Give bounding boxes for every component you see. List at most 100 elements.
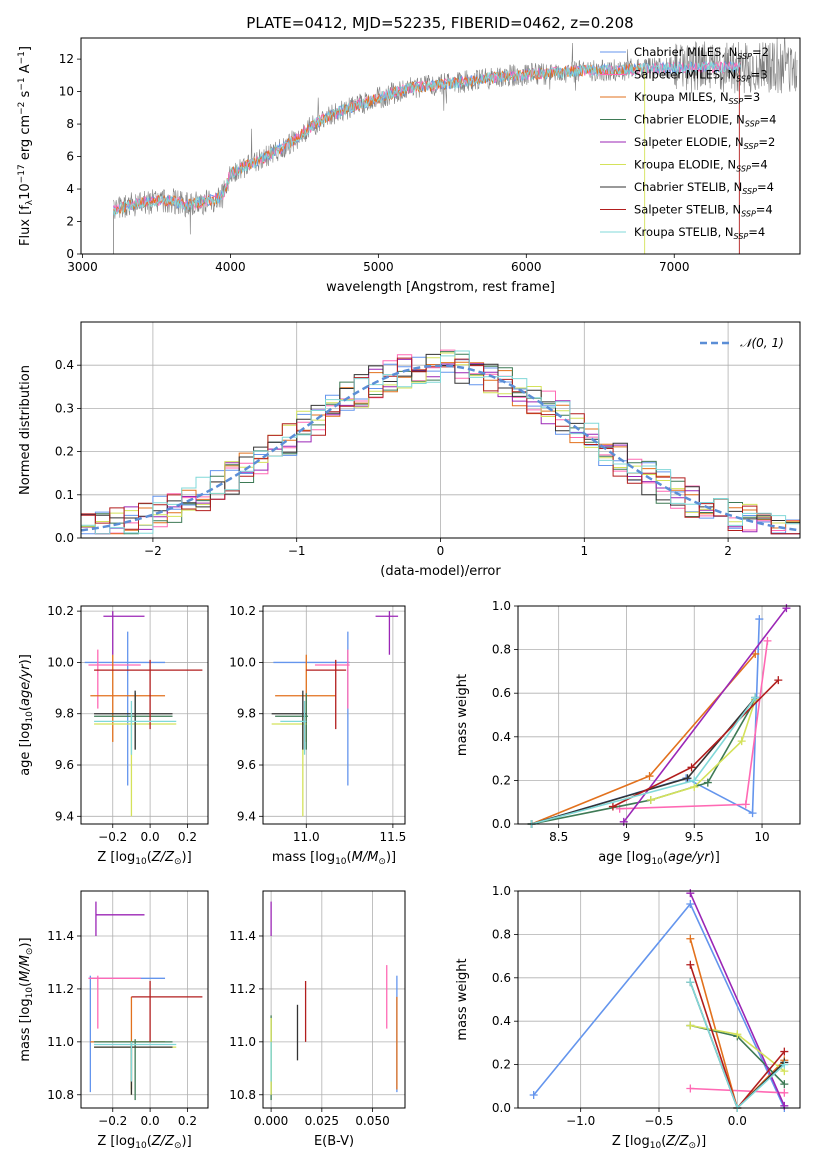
y-tick-label: 10.8: [47, 1088, 74, 1102]
x-tick-label: 4000: [215, 260, 246, 274]
x-tick-label: 0.0: [141, 1114, 160, 1128]
legend-entry: Chabrier STELIB, NSSP=4: [634, 180, 774, 196]
weight-marker: [763, 636, 772, 645]
histogram-series: [81, 350, 800, 535]
y-tick-label: 10.2: [229, 604, 256, 618]
weight-marker: [686, 1021, 695, 1030]
label-part: ]: [18, 46, 33, 51]
x-tick-label: −0.2: [98, 1114, 127, 1128]
spectrum-axes: 3000 4000 5000 6000 7000 0 2 4 6 8 10 12: [59, 52, 690, 274]
weight-marker: [741, 800, 750, 809]
label-part: )]: [18, 654, 33, 664]
y-tick-label: 0.0: [492, 1101, 511, 1115]
label-part: Kroupa ELODIE, N: [634, 158, 736, 172]
mass-vs-ebv-axes: 0.000 0.025 0.050 10.8 11.0 11.2 11.4: [229, 891, 405, 1128]
legend-entry: Salpeter ELODIE, NSSP=2: [634, 135, 775, 151]
label-part: −17: [17, 164, 27, 183]
weight-marker: [780, 1047, 789, 1056]
label-part: =3: [743, 90, 760, 104]
y-tick-label: 11.4: [229, 929, 256, 943]
label-part: =4: [760, 113, 777, 127]
label-part: age/yr: [668, 850, 711, 865]
x-tick-label: 2: [724, 544, 732, 558]
residuals-frame: [80, 321, 801, 539]
mass-vs-z-ylabel: mass [log10(M/M⊙)]: [18, 937, 35, 1061]
residuals-ylabel: Normed distribution: [18, 365, 33, 495]
weight-marker: [686, 960, 695, 969]
label-part: (: [663, 850, 668, 865]
errorbar-point: [131, 980, 203, 1042]
label-part: Flux [f: [18, 205, 33, 246]
x-tick-label: −1: [288, 544, 306, 558]
errorbar-point: [280, 700, 307, 755]
weight-marker: [751, 693, 760, 702]
label-part: M/M: [352, 850, 379, 865]
age-vs-z-frame: [80, 605, 209, 825]
x-tick-label: −1.0: [566, 1114, 595, 1128]
y-tick-label: 1.0: [492, 884, 511, 898]
weight-line: [690, 1087, 785, 1094]
label-part: 10: [25, 987, 35, 999]
weight-marker: [646, 796, 655, 805]
label-part: =2: [758, 135, 775, 149]
y-tick-label: 12: [59, 52, 74, 66]
label-part: 10: [25, 711, 35, 723]
y-tick-label: 11.2: [229, 982, 256, 996]
weight-marker: [748, 809, 757, 818]
y-tick-label: 2: [66, 215, 74, 229]
y-tick-label: 0.1: [55, 488, 74, 502]
label-part: ⊙: [174, 1141, 182, 1151]
spectrum-frame: [80, 37, 801, 255]
weight-vs-z-ylabel: mass weight: [455, 958, 470, 1040]
label-part: Z [log: [97, 850, 135, 865]
label-part: mass [log: [18, 998, 33, 1061]
x-tick-label: 10: [754, 830, 769, 844]
label-part: Kroupa MILES, N: [634, 90, 729, 104]
errorbar-point: [375, 611, 399, 655]
label-part: )]: [710, 850, 720, 865]
label-part: SSP: [736, 165, 751, 174]
weight-marker: [686, 978, 695, 987]
x-tick-label: −0.5: [644, 1114, 673, 1128]
x-tick-label: 0.050: [355, 1114, 389, 1128]
label-part: Z/Z: [665, 1134, 689, 1149]
x-tick-label: −2: [144, 544, 162, 558]
age-vs-mass-xlabel: mass [log10(M/M⊙)]: [272, 850, 396, 867]
y-tick-label: 0.4: [492, 1014, 511, 1028]
label-part: =4: [756, 203, 773, 217]
mass-vs-ebv-xlabel: E(B-V): [314, 1134, 354, 1149]
y-tick-label: 0.8: [492, 643, 511, 657]
y-tick-label: 0.0: [55, 531, 74, 545]
label-part: =2: [752, 45, 769, 59]
y-tick-label: 0.6: [492, 971, 511, 985]
x-tick-label: 11.0: [293, 830, 320, 844]
label-part: 10: [651, 857, 663, 867]
y-tick-label: 10.8: [229, 1088, 256, 1102]
x-tick-label: 9: [623, 830, 631, 844]
weight-vs-age-frame: [517, 605, 801, 825]
errorbar-point: [271, 690, 307, 750]
x-tick-label: 3000: [67, 260, 98, 274]
weight-marker: [774, 676, 783, 685]
mass-vs-z-axes: −0.2 0.0 0.2 10.8 11.0 11.2 11.4: [47, 891, 208, 1128]
label-part: A: [18, 64, 33, 77]
label-part: 10: [18, 183, 33, 200]
y-tick-label: 9.6: [55, 758, 74, 772]
label-part: SSP: [745, 120, 760, 129]
x-tick-label: 6000: [511, 260, 542, 274]
label-part: SSP: [734, 232, 749, 241]
weight-marker: [780, 1088, 789, 1097]
label-part: Z [log: [97, 1134, 135, 1149]
label-part: Salpeter MILES, N: [634, 68, 736, 82]
x-tick-label: 11.5: [380, 830, 407, 844]
mass-vs-ebv-frame: [262, 890, 406, 1109]
weight-marker: [755, 615, 764, 624]
y-tick-label: 0: [66, 247, 74, 261]
model-spectrum-line: [113, 60, 741, 216]
label-part: (: [18, 706, 33, 711]
label-part: age [log: [18, 723, 33, 776]
weight-marker: [733, 1030, 742, 1039]
y-tick-label: 6: [66, 150, 74, 164]
